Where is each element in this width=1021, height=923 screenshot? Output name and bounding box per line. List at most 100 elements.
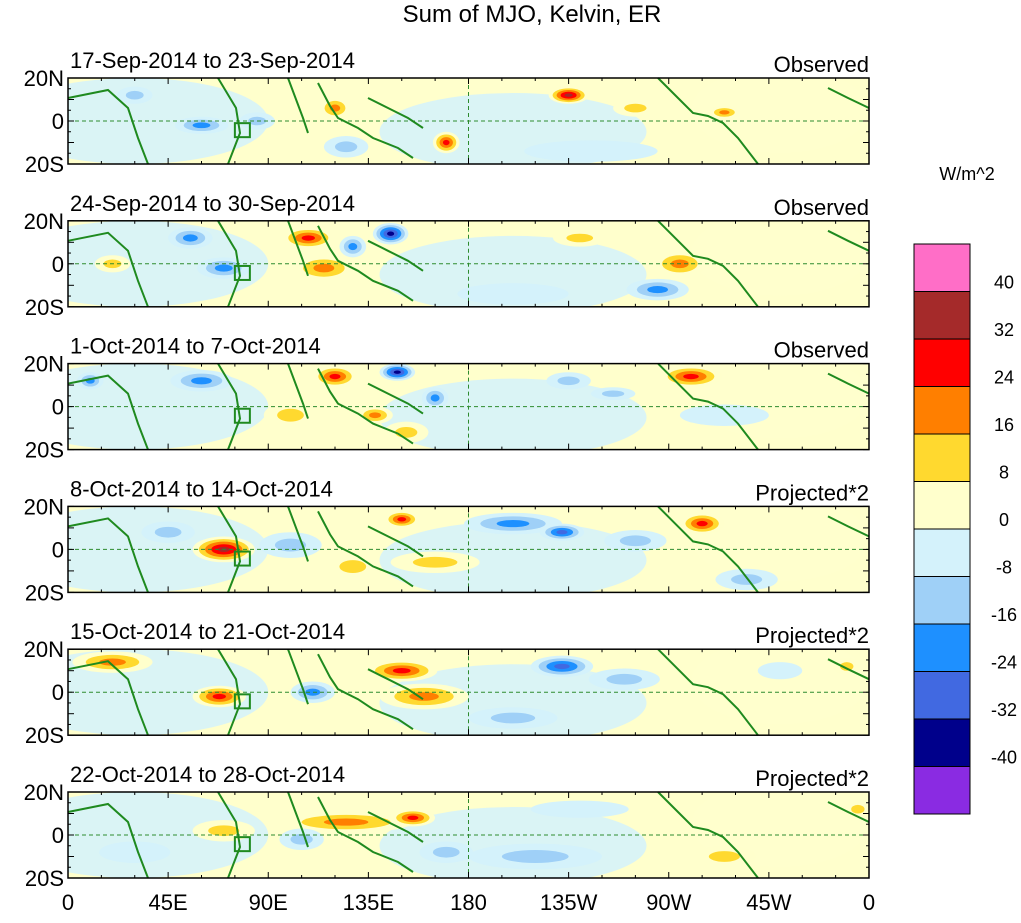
coastline <box>827 658 870 681</box>
colorbar-swatch <box>913 528 971 577</box>
coastline <box>287 648 309 705</box>
lat-tick-label: 0 <box>52 537 64 562</box>
region-box <box>233 693 251 710</box>
lon-tick-label: 0 <box>863 890 875 915</box>
panel-label: Projected*2 <box>755 480 869 505</box>
anomaly-contour <box>214 264 233 272</box>
coastline <box>367 811 424 843</box>
anomaly-contour <box>432 846 460 858</box>
anomaly-contour <box>851 804 865 814</box>
anomaly-contour <box>731 574 763 585</box>
coastline <box>827 515 870 538</box>
background-patch <box>379 664 647 736</box>
anomaly-contour <box>557 376 580 386</box>
colorbar-label: -16 <box>991 605 1017 625</box>
coastline <box>657 791 759 879</box>
colorbar-label: -8 <box>996 558 1012 578</box>
anomaly-contour <box>430 394 440 402</box>
anomaly-contour <box>395 427 418 438</box>
colorbar-swatch <box>913 291 971 340</box>
lat-tick-label: 20N <box>24 352 64 377</box>
colorbar-label: 8 <box>999 463 1009 483</box>
anomaly-contour <box>696 520 708 527</box>
lat-tick-label: 20N <box>24 66 64 91</box>
map-panel: 24-Sep-2014 to 30-Sep-2014 Observed 20N 0 20… <box>24 191 870 320</box>
anomaly-contour <box>606 673 643 685</box>
anomaly-contour <box>392 668 411 674</box>
region-box <box>233 264 251 281</box>
anomaly-contour <box>524 140 658 162</box>
coastline <box>317 796 414 873</box>
anomaly-contour <box>369 412 381 419</box>
anomaly-contour <box>348 243 358 251</box>
coastline <box>827 372 870 395</box>
colorbar-swatch <box>913 243 971 292</box>
coastline <box>217 363 242 450</box>
anomaly-contour <box>566 233 594 243</box>
map-panel: 22-Oct-2014 to 28-Oct-2014 Projected*2 20N… <box>24 762 870 891</box>
panel-period: 15-Oct-2014 to 21-Oct-2014 <box>70 619 345 644</box>
lon-tick-label: 0 <box>62 890 74 915</box>
lon-tick-label: 45W <box>746 890 791 915</box>
coastline <box>287 220 309 277</box>
background-patch <box>691 363 869 439</box>
background-patch <box>691 506 869 582</box>
panel-label: Projected*2 <box>755 623 869 648</box>
anomaly-contour <box>679 404 769 426</box>
colorbar: 40 32 24 16 8 0 -8 -16 -24 -32 -40 <box>913 243 1017 815</box>
colorbar-label: -32 <box>991 700 1017 720</box>
lat-tick-label: 0 <box>52 823 64 848</box>
coastline <box>287 363 309 419</box>
coastline <box>217 648 242 736</box>
anomaly-contour <box>301 235 315 241</box>
anomaly-contour <box>274 538 307 552</box>
lat-tick-label: 0 <box>52 395 64 420</box>
lat-tick-label: 20S <box>25 438 64 463</box>
coastline <box>367 382 424 415</box>
colorbar-swatch <box>913 623 971 672</box>
coastline <box>657 77 759 165</box>
anomaly-contour <box>602 390 625 397</box>
coastline <box>67 231 149 308</box>
background-patch <box>691 649 869 725</box>
panel-period: 24-Sep-2014 to 30-Sep-2014 <box>70 191 355 216</box>
colorbar-label: -24 <box>991 653 1017 673</box>
region-box <box>233 836 251 853</box>
anomaly-contour <box>457 283 569 305</box>
background-patch <box>691 220 869 297</box>
lat-tick-label: 20S <box>25 295 64 320</box>
anomaly-contour <box>305 688 321 696</box>
anomaly-contour <box>719 110 730 115</box>
anomaly-contour <box>840 662 854 671</box>
anomaly-contour <box>387 231 395 236</box>
anomaly-contour <box>99 841 171 863</box>
map-panel: 17-Sep-2014 to 23-Sep-2014 Observed 20N 0 20… <box>24 48 870 177</box>
anomaly-contour <box>564 93 573 97</box>
anomaly-contour <box>208 825 240 837</box>
colorbar-swatch <box>913 766 971 815</box>
region-box <box>233 407 251 424</box>
lat-tick-label: 20S <box>25 152 64 177</box>
colorbar-swatch <box>913 433 971 482</box>
anomaly-contour <box>501 850 569 863</box>
anomaly-contour <box>412 556 458 568</box>
anomaly-contour <box>212 693 226 700</box>
anomaly-contour <box>125 90 144 100</box>
lon-tick-label: 90W <box>646 890 691 915</box>
coastline <box>217 77 242 165</box>
anomaly-contour <box>290 833 313 845</box>
coastline <box>317 653 414 731</box>
panel-period: 22-Oct-2014 to 28-Oct-2014 <box>70 762 345 787</box>
anomaly-contour <box>556 530 568 535</box>
map-panels: 17-Sep-2014 to 23-Sep-2014 Observed 20N 0 20… <box>24 48 870 891</box>
coastline <box>217 220 242 308</box>
coastline <box>317 510 414 588</box>
anomaly-contour <box>277 408 304 422</box>
anomaly-contour <box>490 712 536 724</box>
colorbar-label: 40 <box>994 273 1014 293</box>
coastline <box>67 517 149 593</box>
lat-tick-label: 0 <box>52 252 64 277</box>
map-panel: 1-Oct-2014 to 7-Oct-2014 Observed 20N 0 20S <box>24 334 870 463</box>
anomaly-contour <box>397 517 407 522</box>
